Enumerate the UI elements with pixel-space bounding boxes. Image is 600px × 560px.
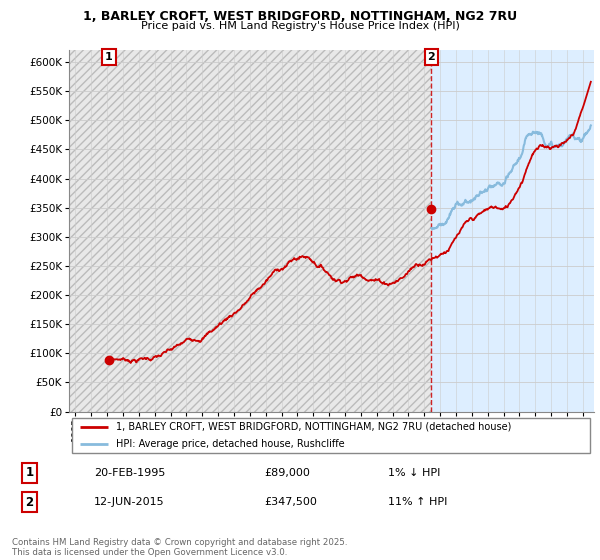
FancyBboxPatch shape	[71, 418, 590, 453]
Text: 1% ↓ HPI: 1% ↓ HPI	[388, 468, 440, 478]
Text: 20-FEB-1995: 20-FEB-1995	[94, 468, 166, 478]
Text: Contains HM Land Registry data © Crown copyright and database right 2025.
This d: Contains HM Land Registry data © Crown c…	[12, 538, 347, 557]
Text: 2: 2	[428, 52, 435, 62]
Text: £347,500: £347,500	[265, 497, 317, 507]
Bar	[431, 50, 594, 412]
Text: Price paid vs. HM Land Registry's House Price Index (HPI): Price paid vs. HM Land Registry's House …	[140, 21, 460, 31]
Bar	[69, 50, 431, 412]
Text: 1: 1	[105, 52, 113, 62]
Text: HPI: Average price, detached house, Rushcliffe: HPI: Average price, detached house, Rush…	[116, 440, 345, 450]
Text: £89,000: £89,000	[265, 468, 311, 478]
Text: 12-JUN-2015: 12-JUN-2015	[94, 497, 165, 507]
Text: 2: 2	[25, 496, 34, 508]
Text: 11% ↑ HPI: 11% ↑ HPI	[388, 497, 448, 507]
Text: 1, BARLEY CROFT, WEST BRIDGFORD, NOTTINGHAM, NG2 7RU: 1, BARLEY CROFT, WEST BRIDGFORD, NOTTING…	[83, 10, 517, 23]
Text: 1: 1	[25, 466, 34, 479]
Text: 1, BARLEY CROFT, WEST BRIDGFORD, NOTTINGHAM, NG2 7RU (detached house): 1, BARLEY CROFT, WEST BRIDGFORD, NOTTING…	[116, 422, 512, 432]
